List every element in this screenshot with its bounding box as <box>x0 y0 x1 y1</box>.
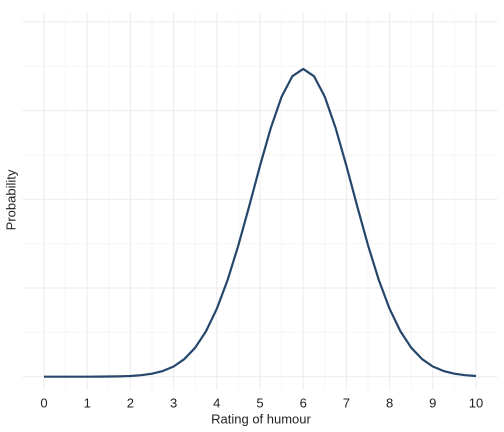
line <box>44 67 477 378</box>
y-axis-title: Probability <box>3 169 18 230</box>
x-tick-label: 3 <box>170 395 177 410</box>
x-tick-label: 8 <box>386 395 393 410</box>
x-tick-label: 9 <box>429 395 436 410</box>
x-tick-label: 4 <box>213 395 220 410</box>
x-tick-label: 7 <box>343 395 350 410</box>
x-tick-label: 2 <box>127 395 134 410</box>
x-tick-label: 5 <box>256 395 263 410</box>
x-tick-label: 10 <box>469 395 483 410</box>
x-tick-label: 0 <box>40 395 47 410</box>
x-axis-title: Rating of humour <box>211 411 311 426</box>
x-tick-label: 6 <box>300 395 307 410</box>
x-tick-label: 1 <box>84 395 91 410</box>
